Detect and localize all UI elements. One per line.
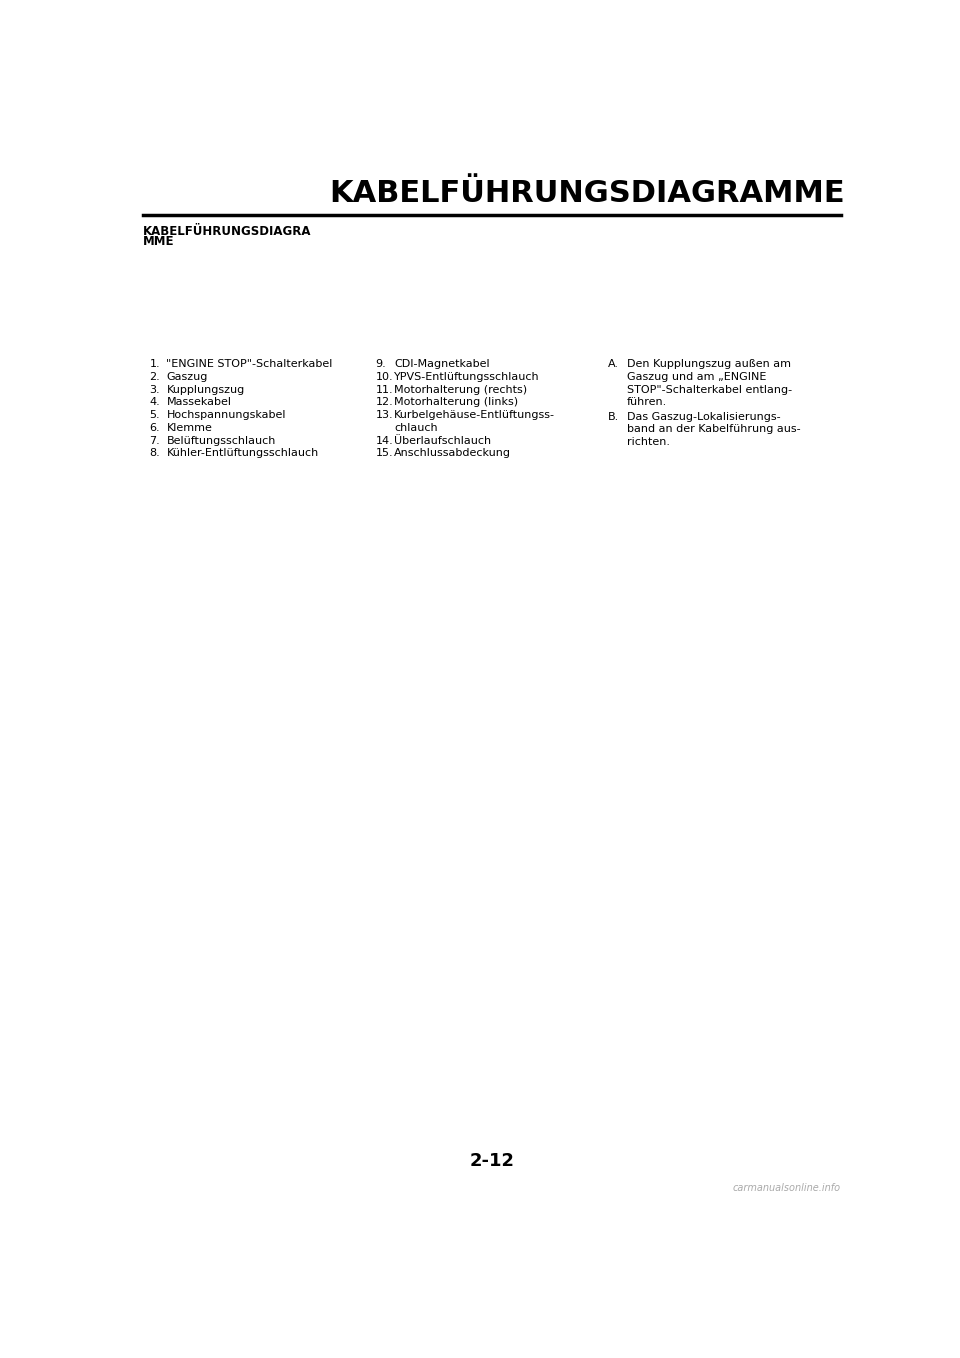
Text: 6.: 6. [150,422,160,433]
Text: 2.: 2. [150,372,160,382]
Text: KABELFÜHRUNGSDIAGRAMME: KABELFÜHRUNGSDIAGRAMME [329,179,845,208]
Text: Kurbelgehäuse-Entlüftungss-: Kurbelgehäuse-Entlüftungss- [395,410,555,420]
Text: 12.: 12. [375,398,394,407]
Text: 4.: 4. [150,398,160,407]
Text: 7.: 7. [150,436,160,445]
Text: 14.: 14. [375,436,394,445]
Text: B.: B. [609,411,619,422]
Text: Das Gaszug-Lokalisierungs-: Das Gaszug-Lokalisierungs- [627,411,780,422]
Text: STOP"-Schalterkabel entlang-: STOP"-Schalterkabel entlang- [627,384,792,395]
Text: 5.: 5. [150,410,160,420]
Text: Den Kupplungszug außen am: Den Kupplungszug außen am [627,360,791,369]
Text: MME: MME [143,235,175,247]
Text: Anschlussabdeckung: Anschlussabdeckung [395,448,512,458]
Text: Kupplungszug: Kupplungszug [166,384,245,395]
Text: Belüftungsschlauch: Belüftungsschlauch [166,436,276,445]
Text: YPVS-Entlüftungsschlauch: YPVS-Entlüftungsschlauch [395,372,540,382]
Text: carmanualsonline.info: carmanualsonline.info [732,1183,841,1194]
Text: Hochspannungskabel: Hochspannungskabel [166,410,286,420]
Text: Kühler-Entlüftungsschlauch: Kühler-Entlüftungsschlauch [166,448,319,458]
Text: Motorhalterung (rechts): Motorhalterung (rechts) [395,384,527,395]
Text: "ENGINE STOP"-Schalterkabel: "ENGINE STOP"-Schalterkabel [166,360,333,369]
Text: 11.: 11. [375,384,394,395]
Text: Überlaufschlauch: Überlaufschlauch [395,436,492,445]
Text: A.: A. [609,360,619,369]
Text: Massekabel: Massekabel [166,398,231,407]
Text: Motorhalterung (links): Motorhalterung (links) [395,398,518,407]
Text: Gaszug und am „ENGINE: Gaszug und am „ENGINE [627,372,766,382]
Text: 1.: 1. [150,360,160,369]
Text: Gaszug: Gaszug [166,372,208,382]
Text: CDI-Magnetkabel: CDI-Magnetkabel [395,360,490,369]
Text: 9.: 9. [375,360,387,369]
Text: 13.: 13. [375,410,394,420]
Text: 10.: 10. [375,372,394,382]
Text: band an der Kabelführung aus-: band an der Kabelführung aus- [627,425,801,435]
Text: 8.: 8. [150,448,160,458]
Text: Klemme: Klemme [166,422,212,433]
Text: führen.: führen. [627,398,667,407]
Text: chlauch: chlauch [395,422,438,433]
Text: 3.: 3. [150,384,160,395]
Text: richten.: richten. [627,437,670,447]
Text: KABELFÜHRUNGSDIAGRA: KABELFÜHRUNGSDIAGRA [143,224,312,238]
Text: 2-12: 2-12 [469,1152,515,1169]
Text: 15.: 15. [375,448,394,458]
